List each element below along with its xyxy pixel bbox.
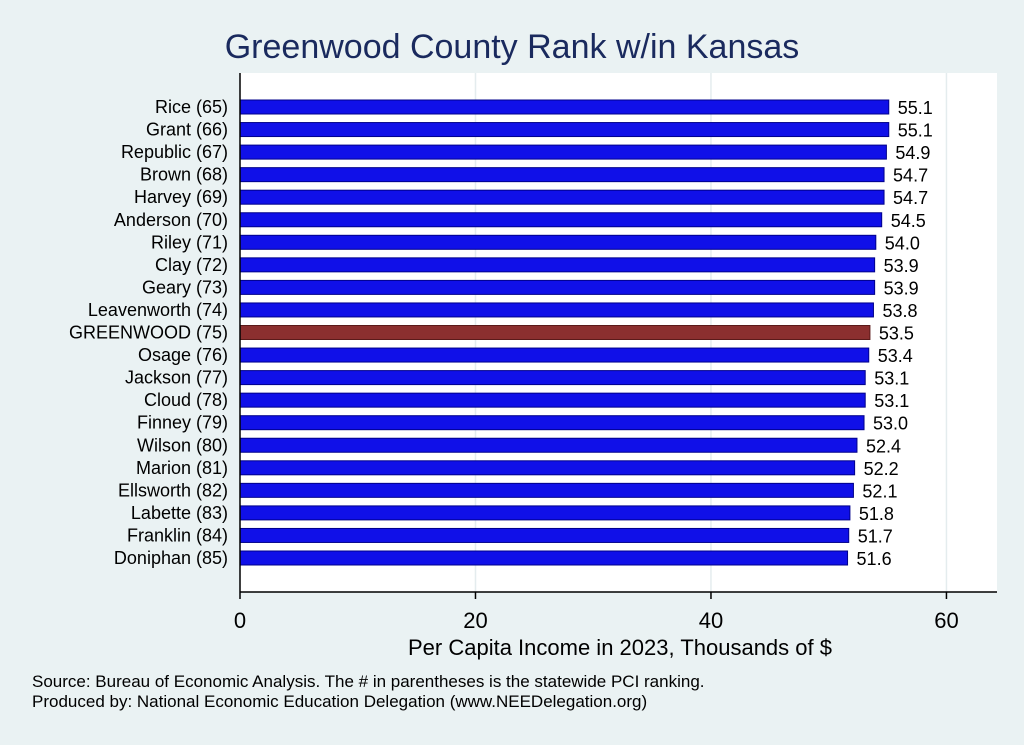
bar xyxy=(239,482,854,498)
bar xyxy=(239,460,856,476)
value-label: 53.9 xyxy=(884,256,919,276)
category-label: Cloud (78) xyxy=(144,390,228,410)
category-label: Finney (79) xyxy=(137,413,228,433)
bar-highlight xyxy=(239,325,871,340)
bar xyxy=(239,167,885,183)
category-label: Osage (76) xyxy=(138,345,228,365)
category-label: Geary (73) xyxy=(142,277,228,297)
bar xyxy=(239,212,883,228)
value-label: 53.8 xyxy=(882,301,917,321)
category-label: Clay (72) xyxy=(155,255,228,275)
x-tick-label: 60 xyxy=(934,608,958,633)
value-label: 53.1 xyxy=(874,369,909,389)
value-label: 51.8 xyxy=(859,504,894,524)
value-label: 53.9 xyxy=(884,278,919,298)
category-label: Ellsworth (82) xyxy=(118,480,228,500)
x-tick-label: 20 xyxy=(463,608,487,633)
bar xyxy=(239,257,876,273)
bar xyxy=(239,392,866,408)
value-label: 52.1 xyxy=(862,481,897,501)
labels: Rice (65) 55.1 Grant (66) 55.1 Republic (67)… xyxy=(69,97,933,569)
category-label: Harvey (69) xyxy=(134,187,228,207)
bar xyxy=(239,189,885,205)
x-tick-label: 40 xyxy=(699,608,723,633)
category-label: Franklin (84) xyxy=(127,525,228,545)
bars xyxy=(239,99,890,566)
value-label: 55.1 xyxy=(898,98,933,118)
value-label: 54.5 xyxy=(891,211,926,231)
value-label: 53.1 xyxy=(874,391,909,411)
value-label: 52.4 xyxy=(866,436,901,456)
value-label: 55.1 xyxy=(898,121,933,141)
value-label: 53.5 xyxy=(879,324,914,344)
x-tick-label: 0 xyxy=(234,608,246,633)
category-label: GREENWOOD (75) xyxy=(69,323,228,343)
value-label: 54.0 xyxy=(885,233,920,253)
chart-title: Greenwood County Rank w/in Kansas xyxy=(224,28,800,66)
source-note: Source: Bureau of Economic Analysis. The… xyxy=(32,672,705,691)
value-label: 54.7 xyxy=(893,166,928,186)
bar xyxy=(239,122,890,138)
bar xyxy=(239,370,866,386)
category-label: Anderson (70) xyxy=(114,210,228,230)
category-label: Leavenworth (74) xyxy=(88,300,228,320)
bar xyxy=(239,279,876,295)
category-label: Riley (71) xyxy=(151,232,228,252)
bar xyxy=(239,527,850,543)
bar xyxy=(239,99,890,115)
bar xyxy=(239,505,851,521)
bar xyxy=(239,347,870,363)
bar xyxy=(239,302,874,318)
category-label: Marion (81) xyxy=(136,458,228,478)
bar xyxy=(239,415,865,431)
value-label: 53.0 xyxy=(873,414,908,434)
value-label: 51.7 xyxy=(858,526,893,546)
bar xyxy=(239,550,849,566)
value-label: 54.9 xyxy=(895,143,930,163)
category-label: Wilson (80) xyxy=(137,435,228,455)
category-label: Rice (65) xyxy=(155,97,228,117)
category-label: Brown (68) xyxy=(140,165,228,185)
x-axis-title: Per Capita Income in 2023, Thousands of … xyxy=(408,635,832,660)
x-axis: 0 20 40 60 xyxy=(234,73,997,633)
bar xyxy=(239,234,877,250)
bar xyxy=(239,437,858,453)
value-label: 53.4 xyxy=(878,346,913,366)
category-label: Labette (83) xyxy=(131,503,228,523)
category-label: Jackson (77) xyxy=(125,368,228,388)
value-label: 51.6 xyxy=(857,549,892,569)
category-label: Doniphan (85) xyxy=(114,548,228,568)
category-label: Grant (66) xyxy=(146,120,228,140)
value-label: 52.2 xyxy=(864,459,899,479)
category-label: Republic (67) xyxy=(121,142,228,162)
bar xyxy=(239,144,887,160)
value-label: 54.7 xyxy=(893,188,928,208)
producer-note: Produced by: National Economic Education… xyxy=(32,692,648,711)
